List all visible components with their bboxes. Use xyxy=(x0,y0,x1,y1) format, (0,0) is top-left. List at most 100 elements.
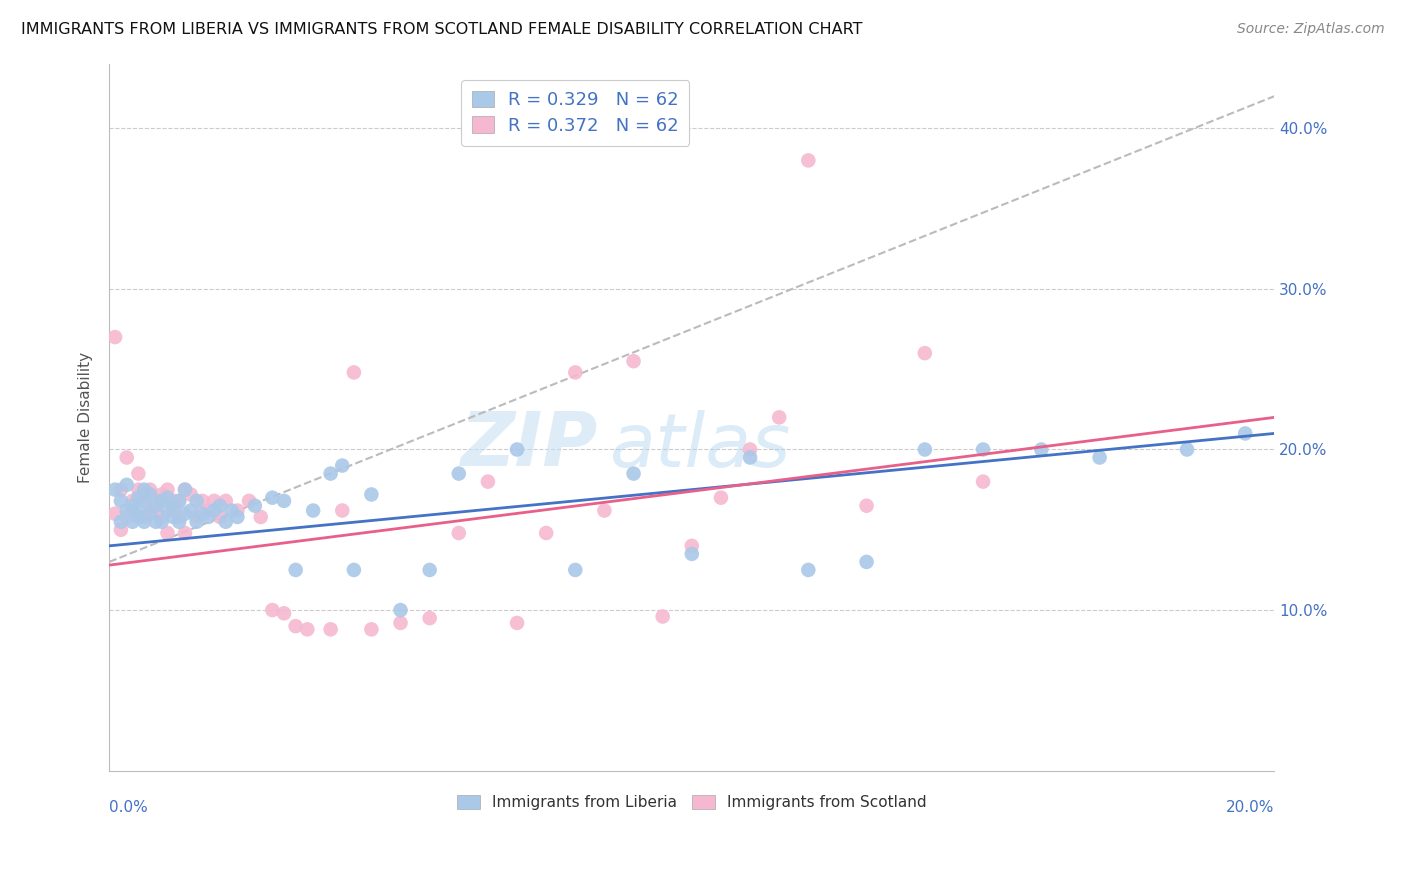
Point xyxy=(104,330,127,344)
Point xyxy=(681,547,703,561)
Point xyxy=(506,615,529,630)
Point xyxy=(297,623,319,637)
Point xyxy=(419,563,441,577)
Point xyxy=(202,503,225,517)
Point xyxy=(110,494,132,508)
Point xyxy=(797,153,820,168)
Point xyxy=(226,510,249,524)
Point xyxy=(197,510,219,524)
Point xyxy=(167,515,190,529)
Point xyxy=(186,515,208,529)
Point xyxy=(156,483,179,497)
Point xyxy=(104,507,127,521)
Point xyxy=(226,503,249,517)
Text: atlas: atlas xyxy=(610,409,792,482)
Point xyxy=(110,483,132,497)
Point xyxy=(477,475,499,489)
Point xyxy=(343,365,366,379)
Point xyxy=(447,526,470,541)
Point xyxy=(150,515,173,529)
Point xyxy=(104,483,127,497)
Point xyxy=(127,503,149,517)
Point xyxy=(447,467,470,481)
Point xyxy=(162,499,184,513)
Point xyxy=(191,507,214,521)
Point xyxy=(262,491,284,505)
Point xyxy=(623,354,645,368)
Point xyxy=(564,563,586,577)
Point xyxy=(134,510,156,524)
Point xyxy=(319,467,342,481)
Point xyxy=(208,510,231,524)
Point xyxy=(360,623,382,637)
Point xyxy=(738,450,761,465)
Point xyxy=(343,563,366,577)
Point xyxy=(139,487,162,501)
Point xyxy=(360,487,382,501)
Point xyxy=(681,539,703,553)
Point xyxy=(150,510,173,524)
Point xyxy=(174,526,197,541)
Point xyxy=(330,458,353,473)
Point xyxy=(127,510,149,524)
Point xyxy=(208,499,231,513)
Point xyxy=(127,483,149,497)
Point xyxy=(319,623,342,637)
Point xyxy=(127,491,149,505)
Point xyxy=(914,442,936,457)
Point xyxy=(134,483,156,497)
Point xyxy=(215,494,238,508)
Point xyxy=(121,494,143,508)
Point xyxy=(134,491,156,505)
Point xyxy=(855,555,877,569)
Point xyxy=(167,510,190,524)
Point xyxy=(115,478,138,492)
Point xyxy=(167,494,190,508)
Point xyxy=(191,494,214,508)
Point xyxy=(197,503,219,517)
Point xyxy=(110,515,132,529)
Point xyxy=(972,442,994,457)
Point xyxy=(156,526,179,541)
Point xyxy=(174,483,197,497)
Point xyxy=(651,609,673,624)
Point xyxy=(145,494,167,508)
Y-axis label: Female Disability: Female Disability xyxy=(79,351,93,483)
Point xyxy=(180,487,202,501)
Point xyxy=(115,503,138,517)
Point xyxy=(115,450,138,465)
Text: 20.0%: 20.0% xyxy=(1226,799,1274,814)
Point xyxy=(215,515,238,529)
Point xyxy=(593,503,616,517)
Legend: Immigrants from Liberia, Immigrants from Scotland: Immigrants from Liberia, Immigrants from… xyxy=(450,789,934,816)
Point xyxy=(174,483,197,497)
Point xyxy=(121,499,143,513)
Point xyxy=(238,494,260,508)
Point xyxy=(1088,450,1111,465)
Point xyxy=(167,494,190,508)
Point xyxy=(121,515,143,529)
Point xyxy=(162,494,184,508)
Text: Source: ZipAtlas.com: Source: ZipAtlas.com xyxy=(1237,22,1385,37)
Point xyxy=(162,510,184,524)
Point xyxy=(768,410,790,425)
Point xyxy=(284,619,307,633)
Point xyxy=(284,563,307,577)
Point xyxy=(1031,442,1053,457)
Point xyxy=(145,515,167,529)
Point xyxy=(534,526,557,541)
Point xyxy=(273,494,295,508)
Point xyxy=(302,503,325,517)
Point xyxy=(1175,442,1198,457)
Point xyxy=(738,442,761,457)
Point xyxy=(162,503,184,517)
Point xyxy=(115,510,138,524)
Point xyxy=(127,467,149,481)
Point xyxy=(249,510,271,524)
Text: ZIP: ZIP xyxy=(461,409,599,483)
Text: 0.0%: 0.0% xyxy=(110,799,148,814)
Point xyxy=(174,507,197,521)
Point xyxy=(855,499,877,513)
Point xyxy=(389,603,412,617)
Point xyxy=(145,503,167,517)
